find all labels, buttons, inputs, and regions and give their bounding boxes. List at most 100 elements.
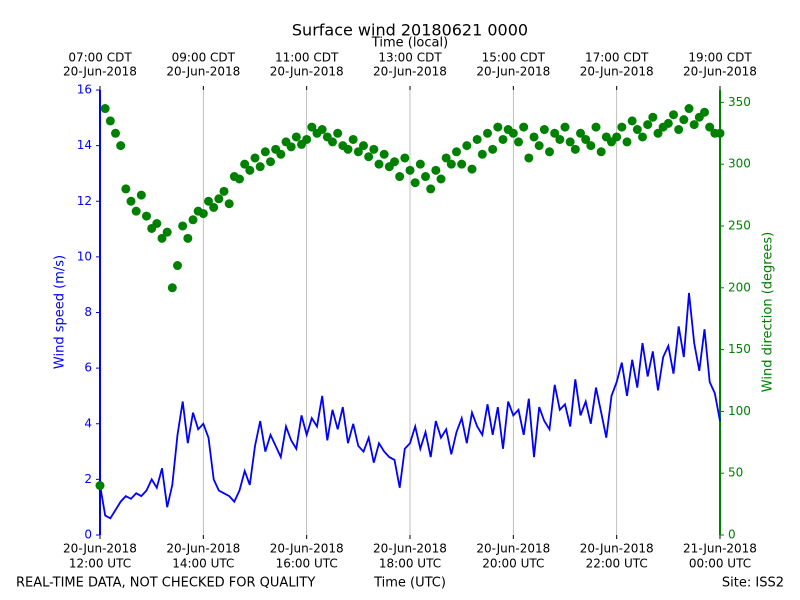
point — [317, 125, 327, 135]
point — [462, 141, 472, 151]
point — [348, 134, 358, 144]
x2-axis-label: Time (local) — [371, 36, 448, 51]
y-tick-label: 12 — [77, 194, 92, 208]
point — [333, 128, 343, 138]
x2-tick-label: 20-Jun-2018 — [63, 65, 137, 79]
y-tick-label: 4 — [84, 416, 92, 430]
point — [250, 153, 260, 163]
point — [343, 144, 353, 154]
point — [715, 128, 725, 138]
point — [374, 159, 384, 169]
y-tick-label: 6 — [84, 361, 92, 375]
point — [617, 122, 627, 132]
x-tick-label: 20-Jun-2018 — [270, 542, 344, 556]
point — [364, 152, 374, 162]
point — [519, 122, 529, 132]
x-tick-label: 16:00 UTC — [276, 557, 338, 571]
line — [99, 292, 721, 520]
point — [116, 141, 126, 151]
point — [235, 174, 244, 184]
point — [524, 153, 534, 163]
x-tick-label: 20-Jun-2018 — [63, 542, 137, 556]
x-tick-label: 20-Jun-2018 — [476, 542, 550, 556]
point — [142, 211, 151, 221]
point — [105, 116, 115, 126]
point — [188, 215, 198, 225]
y-tick-label: 8 — [84, 305, 92, 319]
point — [173, 261, 182, 271]
x-tick-label: 21-Jun-2018 — [683, 542, 757, 556]
point — [679, 115, 689, 125]
x2-tick-label: 07:00 CDT — [68, 51, 132, 65]
y2-tick-label: 350 — [728, 95, 751, 109]
x2-tick-label: 19:00 CDT — [688, 51, 752, 65]
point — [648, 112, 658, 122]
point — [684, 104, 694, 114]
y2-tick-label: 100 — [728, 404, 751, 418]
point — [395, 172, 405, 182]
point — [643, 120, 653, 130]
point — [209, 202, 219, 212]
point — [214, 194, 224, 204]
point — [126, 196, 136, 206]
point — [477, 149, 487, 159]
point — [415, 159, 425, 169]
x2-tick-label: 20-Jun-2018 — [373, 65, 447, 79]
point — [136, 190, 146, 200]
point — [545, 147, 554, 157]
point — [390, 157, 399, 167]
point — [622, 137, 632, 147]
x2-tick-label: 20-Jun-2018 — [580, 65, 654, 79]
y-tick-label: 2 — [84, 472, 92, 486]
point — [674, 125, 684, 135]
point — [586, 141, 596, 151]
point — [379, 149, 389, 159]
point — [498, 134, 508, 144]
point — [632, 125, 642, 135]
point — [369, 144, 379, 154]
point — [421, 172, 430, 182]
point — [591, 122, 601, 132]
x2-tick-label: 20-Jun-2018 — [476, 65, 550, 79]
point — [653, 128, 663, 138]
y-tick-label: 0 — [84, 528, 92, 542]
point — [663, 118, 673, 128]
point — [410, 178, 420, 188]
point — [436, 174, 446, 184]
y2-tick-label: 150 — [728, 342, 751, 356]
point — [596, 147, 606, 157]
point — [157, 233, 167, 243]
y-tick-label: 10 — [77, 249, 92, 263]
point — [555, 134, 565, 144]
y-axis-label: Wind speed (m/s) — [53, 255, 68, 369]
point — [167, 283, 177, 293]
point — [162, 227, 172, 237]
point — [302, 134, 312, 144]
point — [245, 165, 255, 175]
point — [266, 157, 275, 167]
point — [405, 165, 415, 175]
x-tick-label: 20-Jun-2018 — [166, 542, 240, 556]
y2-tick-label: 200 — [728, 280, 751, 294]
point — [514, 137, 523, 147]
point — [441, 153, 451, 163]
point — [581, 134, 591, 144]
point — [121, 184, 131, 194]
point — [483, 128, 492, 138]
point — [560, 122, 570, 132]
y2-tick-label: 0 — [728, 528, 736, 542]
point — [472, 134, 482, 144]
point — [198, 209, 208, 219]
y-tick-label: 16 — [77, 83, 92, 97]
x2-tick-label: 15:00 CDT — [482, 51, 546, 65]
point — [493, 122, 503, 132]
annotation: REAL-TIME DATA, NOT CHECKED FOR QUALITY — [16, 576, 315, 591]
point — [307, 122, 317, 132]
point — [467, 164, 477, 174]
y2-axis-label: Wind direction (degrees) — [761, 232, 776, 392]
chart-title: Surface wind 20180621 0000 — [292, 21, 528, 40]
point — [400, 153, 410, 163]
point — [183, 233, 193, 243]
